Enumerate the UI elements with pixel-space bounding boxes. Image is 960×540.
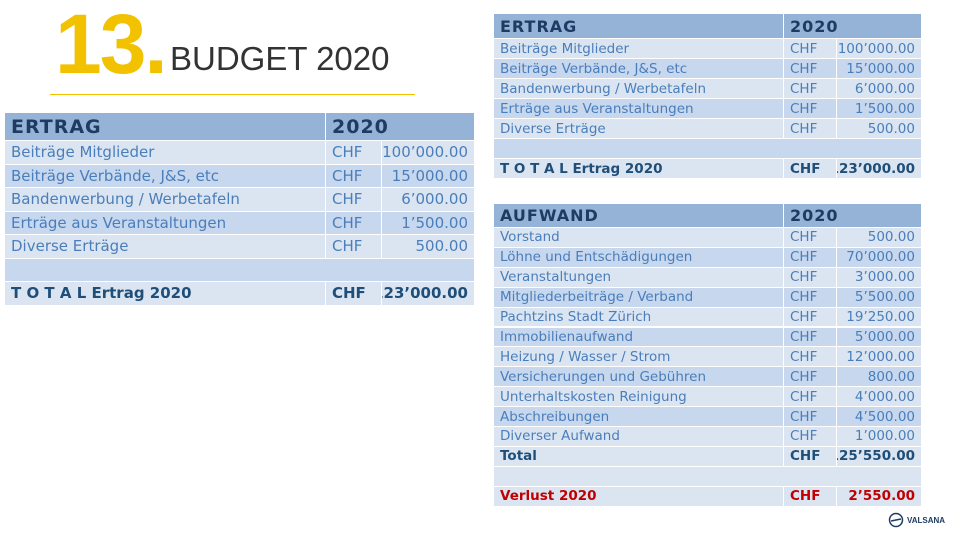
row-label: Mitgliederbeiträge / Verband — [494, 287, 783, 307]
row-amount: 12’000.00 — [837, 347, 921, 367]
row-amount: 3’000.00 — [837, 267, 921, 287]
table-heading: AUFWAND — [494, 204, 783, 227]
row-amount: 1’500.00 — [382, 211, 474, 234]
row-amount: 1’500.00 — [837, 99, 921, 118]
row-currency: CHF — [784, 486, 836, 506]
row-currency: CHF — [784, 79, 836, 98]
row-label: Beiträge Verbände, J&S, etc — [494, 59, 783, 78]
table-year: 2020 — [784, 204, 921, 227]
row-label: Beiträge Verbände, J&S, etc — [5, 164, 325, 187]
row-label: Diverser Aufwand — [494, 427, 783, 446]
row-amount: 500.00 — [837, 119, 921, 138]
row-amount: 6’000.00 — [382, 188, 474, 211]
row-label: Löhne und Entschädigungen — [494, 247, 783, 267]
row-label: Abschreibungen — [494, 407, 783, 426]
row-label: T O T A L Ertrag 2020 — [5, 282, 325, 305]
row-currency: CHF — [784, 119, 836, 138]
row-currency: CHF — [784, 427, 836, 446]
blank-row — [494, 466, 921, 486]
table-heading: ERTRAG — [5, 113, 325, 140]
row-currency: CHF — [784, 327, 836, 347]
table-year: 2020 — [326, 113, 474, 140]
row-currency: CHF — [784, 99, 836, 118]
table-year: 2020 — [784, 14, 921, 38]
row-label: Versicherungen und Gebühren — [494, 367, 783, 387]
row-currency: CHF — [784, 347, 836, 367]
row-currency: CHF — [326, 141, 381, 164]
row-label: Immobilienaufwand — [494, 327, 783, 347]
row-currency: CHF — [326, 164, 381, 187]
row-label: Beiträge Mitglieder — [5, 141, 325, 164]
row-amount: 4’000.00 — [837, 387, 921, 407]
row-label: Vorstand — [494, 228, 783, 247]
row-amount: 15’000.00 — [382, 164, 474, 187]
row-label: Diverse Erträge — [5, 235, 325, 258]
row-currency: CHF — [784, 446, 836, 466]
row-amount: 2’550.00 — [837, 486, 921, 506]
row-label: Veranstaltungen — [494, 267, 783, 287]
row-label: T O T A L Ertrag 2020 — [494, 159, 783, 178]
row-currency: CHF — [784, 407, 836, 426]
row-amount: 70’000.00 — [837, 247, 921, 267]
row-amount: 123’000.00 — [382, 282, 474, 305]
row-amount: 15’000.00 — [837, 59, 921, 78]
row-currency: CHF — [784, 247, 836, 267]
table-heading: ERTRAG — [494, 14, 783, 38]
row-currency: CHF — [784, 387, 836, 407]
row-amount: 500.00 — [382, 235, 474, 258]
row-amount: 5’000.00 — [837, 327, 921, 347]
row-label: Bandenwerbung / Werbetafeln — [5, 188, 325, 211]
blank-row — [494, 139, 921, 158]
row-label: Verlust 2020 — [494, 486, 783, 506]
slide-title: BUDGET 2020 — [170, 40, 390, 77]
row-amount: 19’250.00 — [837, 307, 921, 327]
row-currency: CHF — [784, 39, 836, 58]
row-amount: 125’550.00 — [837, 446, 921, 466]
row-currency: CHF — [326, 188, 381, 211]
row-currency: CHF — [784, 367, 836, 387]
row-amount: 6’000.00 — [837, 79, 921, 98]
row-currency: CHF — [326, 235, 381, 258]
row-amount: 100’000.00 — [382, 141, 474, 164]
row-amount: 100’000.00 — [837, 39, 921, 58]
row-amount: 800.00 — [837, 367, 921, 387]
row-amount: 1’000.00 — [837, 427, 921, 446]
row-currency: CHF — [326, 211, 381, 234]
logo: VALSANA — [888, 512, 945, 528]
logo-text: VALSANA — [907, 515, 946, 525]
slide-number: 13. — [55, 0, 168, 91]
row-amount: 4’500.00 — [837, 407, 921, 426]
row-currency: CHF — [784, 287, 836, 307]
row-label: Pachtzins Stadt Zürich — [494, 307, 783, 327]
row-label: Total — [494, 446, 783, 466]
row-label: Beiträge Mitglieder — [494, 39, 783, 58]
row-amount: 123’000.00 — [837, 159, 921, 178]
row-label: Heizung / Wasser / Strom — [494, 347, 783, 367]
row-label: Unterhaltskosten Reinigung — [494, 387, 783, 407]
row-label: Erträge aus Veranstaltungen — [5, 211, 325, 234]
row-currency: CHF — [784, 59, 836, 78]
row-label: Diverse Erträge — [494, 119, 783, 138]
row-currency: CHF — [784, 228, 836, 247]
row-currency: CHF — [784, 267, 836, 287]
row-amount: 5’500.00 — [837, 287, 921, 307]
row-currency: CHF — [326, 282, 381, 305]
blank-row — [5, 258, 474, 281]
row-currency: CHF — [784, 307, 836, 327]
row-amount: 500.00 — [837, 228, 921, 247]
title-rule — [50, 94, 415, 95]
row-currency: CHF — [784, 159, 836, 178]
row-label: Erträge aus Veranstaltungen — [494, 99, 783, 118]
row-label: Bandenwerbung / Werbetafeln — [494, 79, 783, 98]
logo-icon — [888, 512, 904, 528]
